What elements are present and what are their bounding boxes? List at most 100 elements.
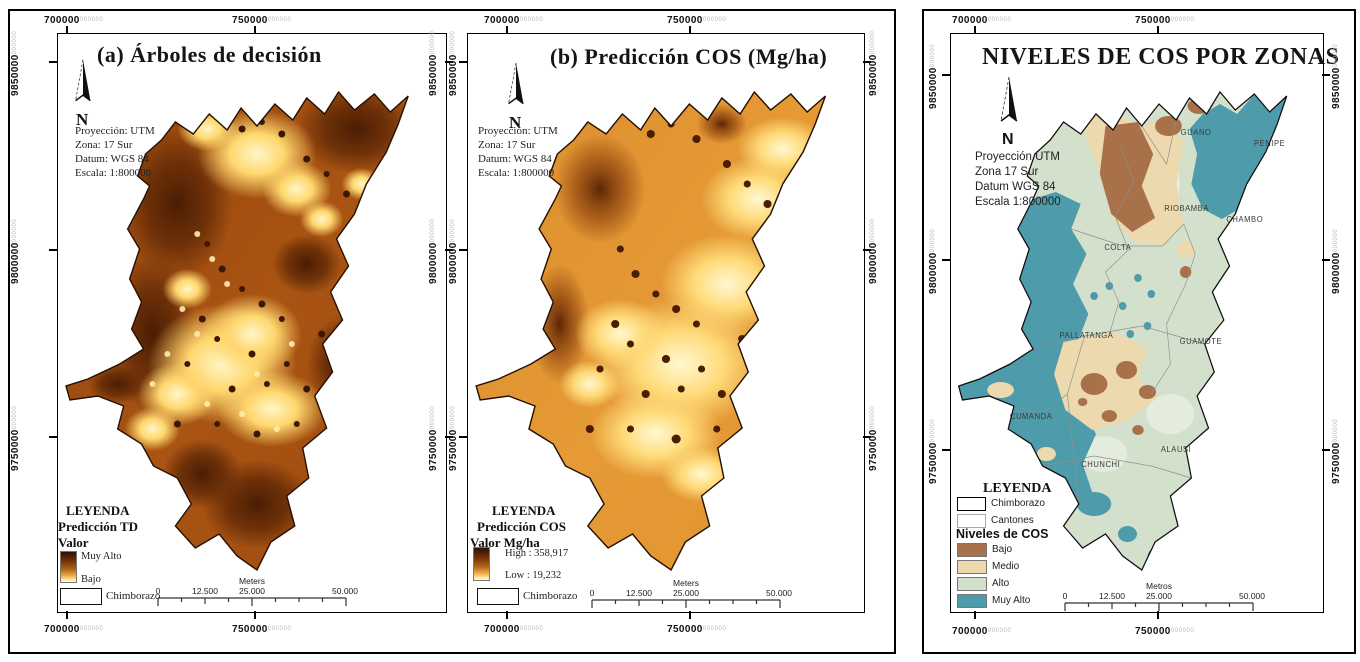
ramp-low-label: Low : 19,232 [505, 570, 562, 581]
level-label: Alto [992, 578, 1010, 589]
canton-label: PALLATANGA [1059, 331, 1113, 340]
axis-tick [689, 26, 691, 34]
x-suffix: 000000 [519, 626, 544, 632]
panel-b-legend-heading: LEYENDA [492, 503, 556, 518]
y-value: 9750000 [868, 429, 879, 471]
y-value: 9850000 [1331, 67, 1342, 109]
scalebar-number: 50.000 [766, 588, 792, 598]
level-swatch-muy-alto [957, 594, 987, 608]
axis-tick [254, 26, 256, 34]
y-value: 9800000 [868, 242, 879, 284]
level-label: Muy Alto [992, 595, 1031, 606]
scalebar [1064, 602, 1254, 611]
y-value: 9800000 [1331, 252, 1342, 294]
y-value: 9800000 [10, 242, 21, 284]
x-suffix: 000000 [1170, 628, 1195, 634]
scalebar-number: 25.000 [1146, 591, 1172, 601]
y-suffix: 000000 [12, 405, 18, 430]
scalebar-number: 0 [589, 588, 595, 598]
axis-tick [863, 61, 871, 63]
y-axis-label: 9800000000000 [428, 219, 439, 284]
y-value: 9750000 [448, 429, 459, 471]
x-value: 700000 [484, 624, 520, 635]
panel-c-title: NIVELES DE COS POR ZONAS [982, 44, 1340, 70]
y-suffix: 000000 [450, 30, 456, 55]
y-value: 9750000 [1331, 442, 1342, 484]
axis-tick [1157, 26, 1159, 34]
north-arrow-icon [75, 59, 91, 102]
axis-tick [1322, 74, 1330, 76]
y-suffix: 000000 [430, 218, 436, 243]
x-axis-label: 700000000000 [952, 15, 1011, 26]
y-value: 9750000 [428, 429, 439, 471]
y-suffix: 000000 [1333, 418, 1339, 443]
y-suffix: 000000 [450, 218, 456, 243]
x-axis-label: 750000000000 [667, 15, 726, 26]
axis-tick [942, 449, 950, 451]
axis-tick [445, 61, 453, 63]
panel-a-map [65, 90, 409, 572]
y-suffix: 000000 [12, 30, 18, 55]
level-swatch-bajo [957, 543, 987, 557]
axis-tick [49, 61, 57, 63]
color-ramp [60, 551, 77, 583]
province-outline [957, 90, 1288, 571]
north-label: N [509, 113, 522, 132]
projection-line: Datum: WGS 84 [75, 153, 149, 165]
ramp-high-label: Muy Alto [81, 551, 122, 562]
x-suffix: 000000 [987, 628, 1012, 634]
axis-tick [1322, 449, 1330, 451]
axis-tick [506, 611, 508, 619]
y-value: 9850000 [10, 54, 21, 96]
canton-label: CUMANDA [1010, 412, 1053, 421]
y-axis-label: 9750000000000 [1331, 419, 1342, 484]
y-suffix: 000000 [930, 418, 936, 443]
axis-tick [254, 611, 256, 619]
x-axis-label: 700000000000 [44, 624, 103, 635]
scalebar-number: 50.000 [1239, 591, 1265, 601]
x-value: 700000 [952, 15, 988, 26]
x-suffix: 000000 [987, 17, 1012, 23]
y-suffix: 000000 [12, 218, 18, 243]
x-suffix: 000000 [702, 17, 727, 23]
axis-tick [506, 26, 508, 34]
y-suffix: 000000 [450, 405, 456, 430]
scalebar-number: 50.000 [332, 586, 358, 596]
panel-b-legend-layer: Predicción COS [477, 519, 566, 534]
level-swatch-medio [957, 560, 987, 574]
x-value: 750000 [1135, 626, 1171, 637]
y-axis-label: 9850000000000 [10, 31, 21, 96]
canton-borders [1013, 119, 1205, 505]
axis-tick [66, 611, 68, 619]
axis-tick [66, 26, 68, 34]
scalebar-unit: Metros [1146, 581, 1172, 591]
y-axis-label: 9750000000000 [10, 406, 21, 471]
projection-line: Proyección: UTM [478, 125, 558, 137]
scalebar-number: 0 [1062, 591, 1068, 601]
canton-label: GUAMOTE [1180, 337, 1222, 346]
axis-tick [459, 249, 467, 251]
y-axis-label: 9750000000000 [448, 406, 459, 471]
axis-tick [689, 611, 691, 619]
boundary-label: Chimborazo [991, 498, 1045, 509]
canton-label: CHUNCHI [1081, 460, 1120, 469]
x-value: 750000 [1135, 15, 1171, 26]
x-axis-label: 750000000000 [667, 624, 726, 635]
chimborazo-boundary-swatch [957, 497, 986, 511]
panel-b-title: (b) Predicción COS (Mg/ha) [550, 44, 828, 69]
y-axis-label: 9800000000000 [448, 219, 459, 284]
canton-labels: GUANO PENIPE RIOBAMBA CHAMBO COLTA PALLA… [1010, 128, 1285, 469]
y-axis-label: 9750000000000 [868, 406, 879, 471]
axis-tick [1322, 259, 1330, 261]
x-axis-label: 750000000000 [1135, 626, 1194, 637]
y-axis-label: 9750000000000 [428, 406, 439, 471]
canton-label: PENIPE [1254, 139, 1285, 148]
projection-line: Proyección UTM [975, 151, 1060, 163]
axis-tick [459, 61, 467, 63]
x-suffix: 000000 [79, 17, 104, 23]
y-axis-label: 9850000000000 [868, 31, 879, 96]
scalebar-number: 12.500 [192, 586, 218, 596]
panel-b-map [475, 90, 827, 572]
scalebar-number: 12.500 [1099, 591, 1125, 601]
